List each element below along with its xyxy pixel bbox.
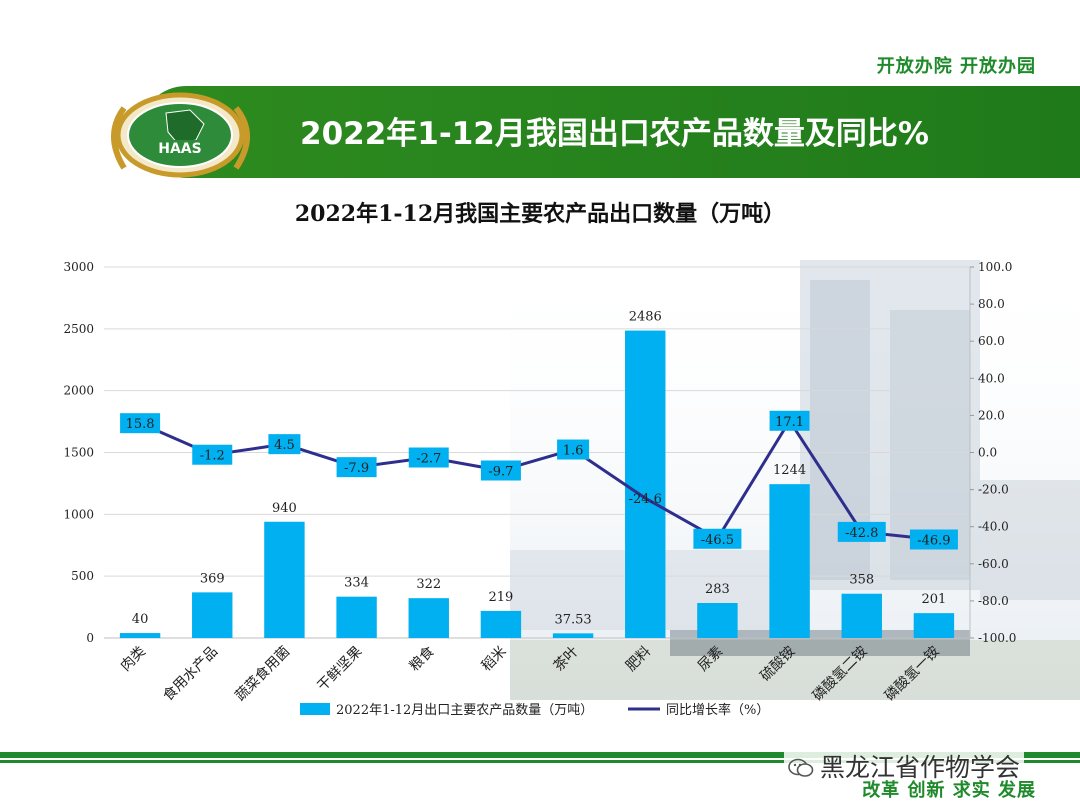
bar [264, 521, 305, 638]
y-left-tick-label: 500 [71, 569, 94, 583]
y-left-tick-label: 1000 [63, 507, 94, 521]
y-right-tick-label: 0.0 [978, 446, 997, 460]
y-right-tick-label: -20.0 [978, 483, 1009, 497]
y-right-tick-label: -40.0 [978, 520, 1009, 534]
legend-bar-label: 2022年1-12月出口主要农产品数量（万吨） [336, 703, 593, 718]
line-value-label: -46.5 [701, 533, 734, 548]
line-label-box [837, 521, 886, 542]
line-label-box [268, 434, 301, 455]
x-category-label: 磷酸氢一铵 [882, 644, 943, 705]
bar-value-label: 358 [849, 573, 874, 588]
x-category-label: 尿素 [695, 644, 726, 675]
bar-value-label: 940 [272, 501, 297, 516]
line-value-label: -9.7 [488, 464, 513, 479]
line-label-box [480, 460, 521, 481]
line-value-label: -1.2 [200, 449, 225, 464]
logo-abbrev: HAAS [158, 141, 201, 157]
line-value-label: 4.5 [274, 438, 295, 453]
legend-bar-swatch [300, 703, 330, 715]
y-left-tick-label: 1500 [63, 446, 94, 460]
x-category-label: 肥料 [623, 644, 654, 675]
slogan-top: 开放办院 开放办园 [876, 56, 1036, 77]
line-value-label: -24.6 [629, 492, 662, 507]
wechat-account: 黑龙江省作物学会 [784, 748, 1025, 784]
bar [408, 598, 449, 638]
growth-line [139, 419, 935, 541]
x-category-label: 磷酸氢二铵 [810, 644, 871, 705]
wechat-icon [788, 758, 814, 777]
y-right-tick-label: -100.0 [978, 631, 1016, 645]
bar-value-label: 1244 [773, 463, 806, 478]
chart-title: 2022年1-12月我国主要农产品出口数量（万吨） [294, 201, 786, 227]
line-label-box [769, 410, 810, 431]
y-right-tick-label: 60.0 [978, 334, 1005, 348]
bar [480, 610, 522, 638]
y-left-tick-label: 0 [86, 631, 94, 645]
x-category-label: 干鲜坚果 [315, 644, 366, 695]
y-right-tick-label: 20.0 [978, 408, 1005, 422]
y-left-tick-label: 2500 [63, 322, 94, 336]
bar-value-label: 37.53 [554, 612, 591, 627]
export-chart: 0 500 1000 1500 2000 2500 3000 -100.0 -80.0 -60.0… [63, 260, 1016, 718]
footer-divider [0, 752, 1080, 758]
wechat-account-name: 黑龙江省作物学会 [820, 753, 1021, 782]
line-label-box [693, 528, 742, 549]
line-label-box [408, 447, 449, 468]
y-right-tick-label: -60.0 [978, 557, 1009, 571]
title-banner [140, 86, 1080, 178]
bar-value-label: 219 [489, 590, 514, 605]
bar [192, 592, 233, 638]
bar-value-label: 201 [922, 592, 947, 607]
bar [697, 603, 738, 638]
y-left-tick-label: 3000 [63, 260, 94, 274]
y-left-tick-label: 2000 [63, 384, 94, 398]
line-value-label: 1.6 [563, 444, 584, 459]
slogan-bottom: 改革 创新 求实 发展 [862, 780, 1036, 801]
line-label-box [909, 529, 958, 550]
y-right-tick-label: 100.0 [978, 260, 1012, 274]
y-right-tick-label: 40.0 [978, 371, 1005, 385]
y-right-tick-label: -80.0 [978, 594, 1009, 608]
x-category-label: 茶叶 [551, 644, 582, 675]
footer-divider-thin [0, 760, 1080, 763]
line-label-box [120, 413, 161, 434]
y-right-tick-label: 80.0 [978, 297, 1005, 311]
line-value-label: 15.8 [126, 417, 155, 432]
line-label-box [336, 457, 377, 478]
bar [769, 484, 810, 638]
bar-value-label: 2486 [629, 310, 662, 325]
bar [625, 330, 666, 638]
banner-title: 2022年1-12月我国出口农产品数量及同比% [300, 116, 929, 152]
line-label-box [192, 444, 233, 465]
line-value-label: -2.7 [416, 452, 441, 467]
bar [336, 596, 377, 638]
bar [913, 613, 955, 638]
legend-line-label: 同比增长率（%） [666, 702, 769, 718]
bar-value-label: 334 [344, 576, 369, 591]
x-category-label: 稻米 [479, 644, 510, 675]
haas-logo: HAAS [111, 92, 250, 178]
bar-value-label: 369 [200, 571, 225, 586]
x-category-label: 食用水产品 [160, 643, 222, 705]
line-value-label: -42.8 [845, 526, 878, 541]
x-category-label: 肉类 [118, 644, 149, 675]
bar [552, 633, 594, 638]
bar-value-label: 40 [132, 612, 149, 627]
line-value-label: -46.9 [917, 533, 950, 548]
line-label-box [557, 439, 590, 460]
bar [119, 633, 161, 638]
line-value-label: 17.1 [775, 415, 804, 430]
x-category-label: 硫酸铵 [757, 644, 798, 685]
x-category-label: 蔬菜食用菌 [232, 643, 294, 705]
bar-value-label: 283 [705, 582, 730, 597]
line-value-label: -7.9 [344, 461, 369, 476]
bar [841, 593, 882, 638]
bar-value-label: 322 [416, 577, 441, 592]
x-category-label: 粮食 [406, 643, 438, 675]
